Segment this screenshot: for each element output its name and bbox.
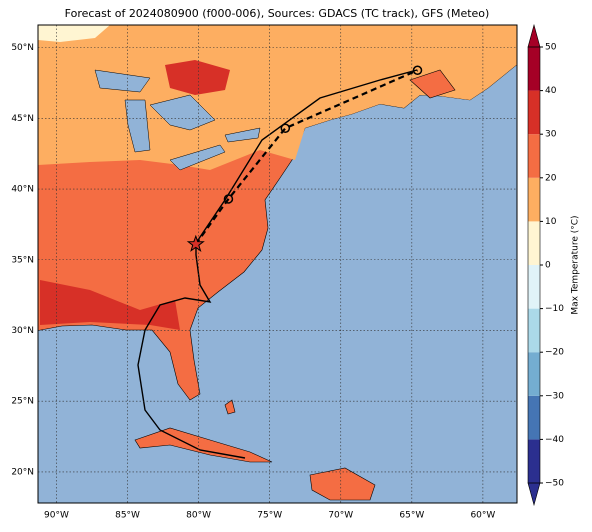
- colorbar-bin: [528, 265, 540, 309]
- hot-spot: [40, 280, 180, 330]
- colorbar-tick-label: −30: [545, 391, 564, 401]
- hot-spot: [165, 60, 230, 95]
- y-tick-label: 35°N: [11, 255, 34, 265]
- colorbar-bin: [528, 395, 540, 440]
- lake: [94, 69, 151, 93]
- island: [134, 427, 273, 463]
- y-tick-label: 45°N: [11, 114, 34, 124]
- colorbar-tick-label: 50: [545, 43, 557, 53]
- colorbar-bin: [528, 177, 540, 222]
- forecast-point: [412, 65, 423, 76]
- island: [409, 69, 456, 99]
- forecast-point: [280, 123, 291, 133]
- island: [224, 399, 236, 415]
- x-tick-label: 70°W: [328, 511, 353, 521]
- y-tick-label: 40°N: [11, 185, 34, 195]
- x-tick-label: 75°W: [257, 511, 282, 521]
- x-tick-label: 80°W: [186, 511, 211, 521]
- colorbar-tick-label: 30: [545, 130, 557, 140]
- colorbar-bin: [528, 90, 540, 135]
- colorbar-bin: [528, 221, 540, 265]
- island: [309, 467, 376, 501]
- colorbar-bin: [528, 134, 540, 178]
- y-tick-label: 50°N: [11, 43, 34, 53]
- title: Forecast of 2024080900 (f000-006), Sourc…: [65, 7, 490, 20]
- lake: [149, 94, 216, 131]
- colorbar-bin: [528, 47, 540, 91]
- x-tick-label: 65°W: [399, 511, 424, 521]
- graticule: [38, 25, 517, 503]
- map: [38, 25, 517, 503]
- colorbar-bin: [528, 352, 540, 396]
- colorbar-tick-label: 0: [545, 261, 551, 271]
- frame: [37, 24, 518, 504]
- colorbar-tick-label: −10: [545, 304, 564, 314]
- x-tick-label: 85°W: [115, 511, 140, 521]
- y-tick-label: 30°N: [11, 326, 34, 336]
- cold-spot: [38, 25, 110, 42]
- colorbar-tick-label: −40: [545, 435, 564, 445]
- cool-land: [38, 25, 517, 170]
- storm-position: [186, 234, 205, 252]
- colorbar-tick-label: 40: [545, 86, 557, 96]
- lake: [169, 144, 226, 171]
- colorbar-extend: [527, 23, 541, 48]
- colorbar-bin: [528, 439, 540, 483]
- forecast-point: [223, 194, 234, 204]
- colorbar-tick-label: 20: [545, 173, 557, 183]
- colorbar-tick-label: −50: [545, 479, 564, 489]
- x-tick-label: 60°W: [470, 511, 495, 521]
- y-tick-label: 25°N: [11, 397, 34, 407]
- colorbar: −50 −40 −30 −20 −10 0 10 20 30 40 50: [527, 23, 564, 507]
- colorbar-bin: [528, 308, 540, 353]
- y-tick-label: 20°N: [11, 467, 34, 477]
- colorbar-label: Max Temperature (°C): [571, 215, 581, 314]
- x-tick-label: 90°W: [44, 511, 69, 521]
- forecast: [186, 65, 423, 252]
- colorbar-tick-label: 10: [545, 217, 557, 227]
- colorbar-extend: [527, 482, 541, 507]
- forecast-track: [194, 69, 418, 245]
- lake: [224, 127, 261, 143]
- colorbar-tick-label: −20: [545, 348, 564, 358]
